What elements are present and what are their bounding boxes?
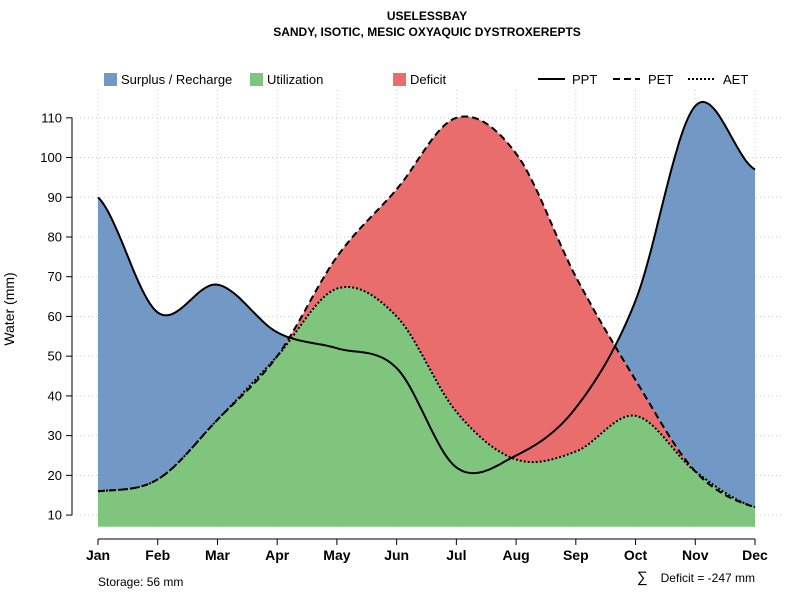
legend: Surplus / Recharge Utilization Deficit PPT P…: [104, 72, 748, 87]
y-axis-label: Water (mm): [1, 272, 17, 345]
x-tick-label: Mar: [205, 547, 230, 563]
x-tick-label: Nov: [682, 547, 709, 563]
series-lines: [97, 100, 756, 509]
legend-label: Surplus / Recharge: [121, 72, 232, 87]
x-tick-label: Jun: [384, 547, 409, 563]
chart-title: USELESSBAY: [387, 9, 467, 23]
deficit-sum-icon: ∑: [637, 569, 648, 586]
aet-line: [97, 286, 756, 509]
y-tick-label: 30: [48, 428, 62, 443]
area-regions: [98, 101, 755, 527]
deficit-area: [98, 116, 755, 508]
y-tick-label: 60: [48, 309, 62, 324]
x-tick-label: May: [323, 547, 350, 563]
legend-label: PPT: [572, 72, 597, 87]
x-tick-label: Dec: [742, 547, 768, 563]
y-tick-label: 50: [48, 349, 62, 364]
axes: 10 20 30 40 50 60 70 80 90 100 110 Jan Feb Mar Apr May J…: [40, 110, 768, 563]
x-tick-label: Apr: [265, 547, 290, 563]
y-tick-label: 40: [48, 388, 62, 403]
y-tick-label: 100: [40, 150, 62, 165]
legend-swatch: [393, 73, 406, 86]
x-tick-label: Sep: [563, 547, 589, 563]
legend-label: PET: [648, 72, 673, 87]
ppt-line: [97, 100, 756, 475]
utilization-area: [98, 287, 755, 527]
y-tick-label: 80: [48, 229, 62, 244]
legend-label: AET: [723, 72, 748, 87]
legend-label: Deficit: [410, 72, 447, 87]
x-tick-label: Jul: [446, 547, 466, 563]
y-tick-label: 70: [48, 269, 62, 284]
x-tick-label: Jan: [86, 547, 110, 563]
x-tick-label: Oct: [624, 547, 648, 563]
surplus-recharge-area: [98, 101, 755, 508]
y-tick-label: 10: [48, 508, 62, 523]
legend-swatch: [104, 73, 117, 86]
y-tick-label: 110: [41, 110, 62, 125]
legend-swatch: [250, 73, 263, 86]
storage-note: Storage: 56 mm: [98, 575, 183, 589]
y-tick-label: 20: [48, 468, 62, 483]
x-tick-label: Feb: [145, 547, 170, 563]
legend-label: Utilization: [267, 72, 323, 87]
chart-subtitle: SANDY, ISOTIC, MESIC OXYAQUIC DYSTROXERE…: [273, 25, 581, 39]
pet-line: [97, 115, 756, 509]
x-tick-label: Aug: [502, 547, 529, 563]
deficit-note: Deficit = -247 mm: [661, 571, 755, 585]
y-tick-label: 90: [48, 190, 62, 205]
